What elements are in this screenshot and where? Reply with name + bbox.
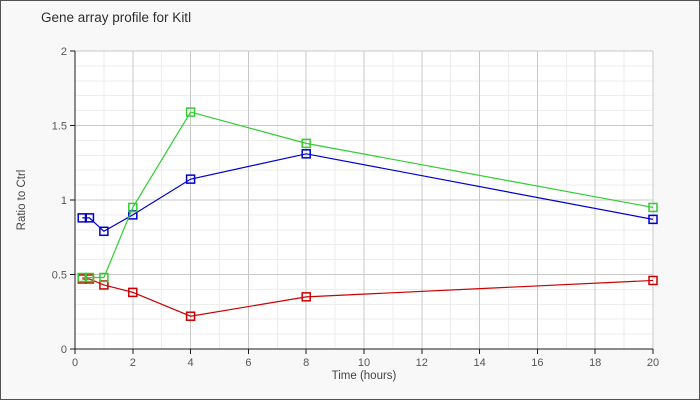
red-series-marker [301,292,311,302]
y-axis-title: Ratio to Ctrl [16,170,28,231]
green-series-marker [301,138,311,149]
y-tick-label: 1.5 [52,121,67,133]
x-tick-label: 10 [358,357,370,369]
x-tick-label: 4 [188,357,194,369]
green-series-marker [84,272,95,283]
red-series-marker [185,311,196,321]
blue-series-marker [185,174,196,184]
y-tick-label: 1 [61,195,67,207]
x-tick-label: 2 [130,357,136,369]
red-series-marker [648,275,658,286]
x-tick-label: 12 [416,357,428,369]
x-tick-label: 20 [647,357,659,369]
x-tick-label: 6 [245,357,251,369]
x-axis-title: Time (hours) [332,370,397,382]
x-tick-label: 8 [303,357,309,369]
y-tick-label: 2 [61,46,67,58]
green-series-marker [128,202,138,213]
blue-series-marker [648,214,658,225]
x-tick-label: 14 [473,357,485,369]
x-tick-label: 0 [72,357,78,369]
blue-series-marker [84,213,95,223]
blue-series-marker [99,226,109,237]
blue-series-line [82,153,654,233]
y-tick-label: 0.5 [52,270,67,282]
chart-title: Gene array profile for Kitl [41,10,192,25]
green-series-line [82,111,654,279]
green-series-marker [185,107,196,117]
red-series-marker [128,287,138,298]
x-tick-label: 16 [531,357,543,369]
blue-series-marker [301,149,311,159]
green-series-marker [77,272,87,283]
red-series-line [82,278,654,317]
green-series-marker [648,202,658,213]
x-tick-label: 18 [589,357,601,369]
y-tick-label: 0 [61,344,67,356]
blue-series-marker [77,213,87,223]
green-series-marker [99,272,109,283]
